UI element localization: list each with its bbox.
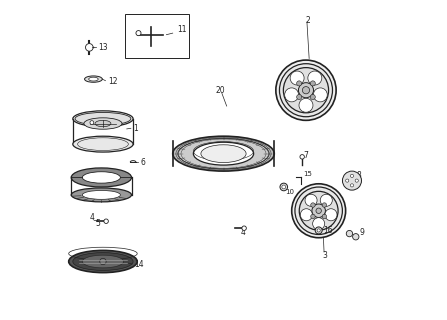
Text: 4: 4 — [241, 228, 246, 236]
Ellipse shape — [279, 64, 333, 117]
Text: 13: 13 — [98, 43, 108, 52]
Circle shape — [310, 94, 315, 100]
Circle shape — [322, 214, 327, 219]
Bar — [125, 14, 189, 59]
Circle shape — [346, 230, 353, 237]
Circle shape — [104, 219, 108, 223]
Ellipse shape — [89, 77, 98, 81]
Text: 10: 10 — [285, 189, 295, 195]
Ellipse shape — [299, 98, 313, 112]
Circle shape — [100, 258, 106, 265]
Ellipse shape — [73, 252, 133, 270]
Ellipse shape — [82, 172, 120, 183]
Text: 5: 5 — [95, 219, 100, 228]
Ellipse shape — [71, 168, 131, 187]
Ellipse shape — [82, 190, 120, 199]
Ellipse shape — [194, 142, 253, 165]
Ellipse shape — [308, 71, 322, 85]
Circle shape — [315, 227, 322, 234]
Text: 12: 12 — [108, 77, 117, 86]
Circle shape — [311, 214, 315, 219]
Circle shape — [282, 185, 286, 189]
Text: 9: 9 — [359, 228, 364, 237]
Ellipse shape — [84, 118, 122, 129]
Circle shape — [300, 155, 304, 159]
Ellipse shape — [312, 218, 325, 230]
Ellipse shape — [302, 87, 310, 94]
Ellipse shape — [305, 194, 317, 206]
Ellipse shape — [69, 251, 137, 273]
Ellipse shape — [295, 187, 342, 235]
Text: 8: 8 — [357, 172, 362, 180]
Text: 15: 15 — [303, 171, 312, 177]
Text: 3: 3 — [322, 251, 327, 260]
Text: 7: 7 — [304, 151, 308, 160]
Text: 20: 20 — [216, 86, 226, 95]
Ellipse shape — [75, 112, 131, 125]
Circle shape — [85, 44, 93, 51]
Ellipse shape — [290, 71, 304, 85]
Ellipse shape — [320, 194, 332, 206]
Ellipse shape — [173, 136, 274, 171]
Text: 14: 14 — [135, 260, 144, 269]
Ellipse shape — [285, 88, 299, 102]
Ellipse shape — [201, 145, 246, 163]
Ellipse shape — [313, 88, 327, 102]
Ellipse shape — [299, 83, 313, 98]
Ellipse shape — [71, 188, 131, 202]
Ellipse shape — [316, 208, 321, 213]
Circle shape — [353, 234, 359, 240]
Ellipse shape — [312, 204, 325, 218]
Circle shape — [317, 229, 320, 232]
Ellipse shape — [325, 209, 337, 221]
Ellipse shape — [292, 184, 346, 238]
Circle shape — [242, 226, 246, 230]
Text: 4: 4 — [90, 213, 94, 222]
Circle shape — [136, 31, 141, 36]
Ellipse shape — [300, 209, 312, 221]
Ellipse shape — [276, 60, 336, 120]
Ellipse shape — [73, 136, 133, 152]
Text: 11: 11 — [177, 25, 187, 35]
Circle shape — [355, 179, 358, 182]
Ellipse shape — [342, 171, 362, 190]
Circle shape — [297, 81, 302, 86]
Circle shape — [350, 184, 354, 187]
Ellipse shape — [84, 76, 102, 82]
Circle shape — [280, 183, 287, 191]
Text: 2: 2 — [305, 16, 310, 25]
Circle shape — [311, 203, 315, 207]
Ellipse shape — [82, 255, 123, 268]
Ellipse shape — [95, 120, 111, 127]
Ellipse shape — [73, 111, 133, 127]
Circle shape — [310, 81, 315, 86]
Ellipse shape — [178, 139, 269, 169]
Circle shape — [350, 174, 354, 178]
Ellipse shape — [283, 68, 329, 113]
Circle shape — [346, 179, 349, 182]
Circle shape — [297, 94, 302, 100]
Ellipse shape — [299, 191, 338, 230]
Text: 16: 16 — [324, 226, 333, 235]
Circle shape — [322, 203, 327, 207]
Circle shape — [90, 121, 94, 124]
Text: 1: 1 — [133, 124, 138, 133]
Text: 6: 6 — [140, 158, 145, 167]
